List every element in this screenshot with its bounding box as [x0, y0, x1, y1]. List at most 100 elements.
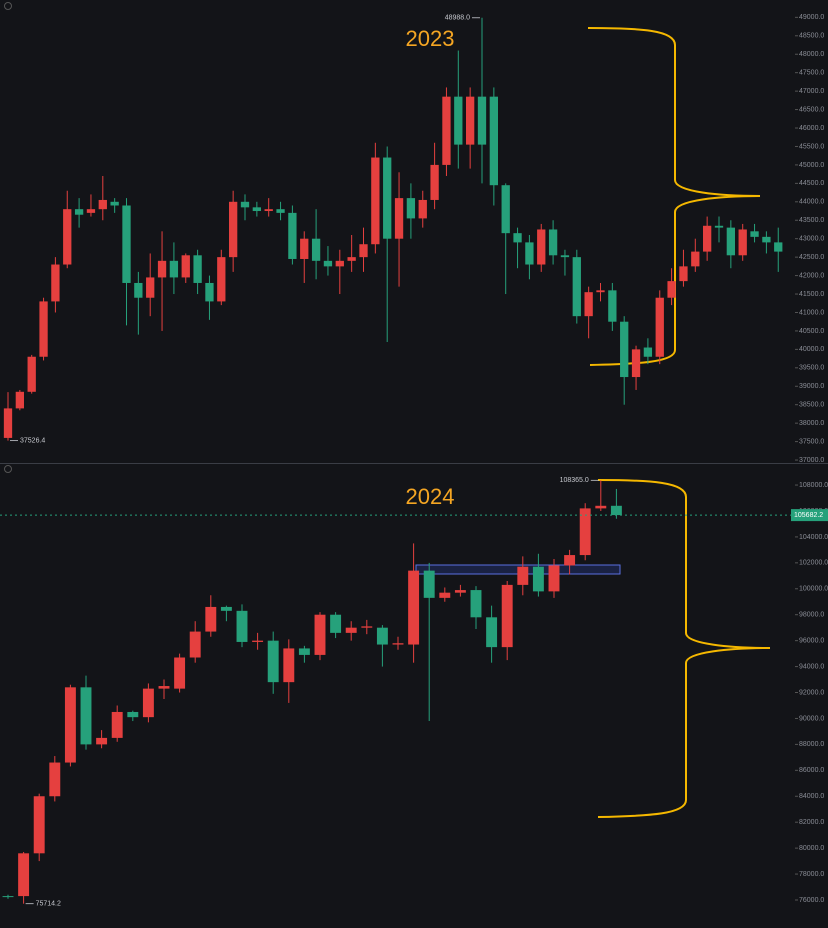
candle-body [181, 255, 190, 278]
candle-body [714, 225, 724, 228]
y-tick-label: 90000.0 [799, 715, 824, 722]
brace [597, 479, 771, 818]
candle-body [643, 347, 653, 357]
y-tick-label: 37500.0 [799, 438, 824, 445]
y-tick-label: 102000.0 [799, 560, 828, 567]
y-tick-label: 44500.0 [799, 180, 824, 187]
candle-body [142, 688, 154, 718]
brace [587, 27, 761, 366]
y-tick-label: 48000.0 [799, 51, 824, 58]
candle-body [750, 231, 759, 237]
candle-body [64, 687, 76, 763]
candle-body [477, 96, 487, 145]
candle-body [726, 227, 735, 256]
candle-body [610, 505, 622, 516]
last-price-label: 105682.2 [794, 512, 823, 519]
candle-body [595, 505, 607, 509]
candle-body [252, 640, 264, 642]
candle-body [33, 796, 45, 854]
high-label: 108365.0 [560, 477, 589, 484]
candle-body [220, 606, 232, 611]
candle-body [314, 614, 326, 655]
candle-body [376, 627, 388, 645]
candle-body [86, 209, 96, 213]
y-tick-label: 82000.0 [799, 819, 824, 826]
panel-icon [4, 2, 12, 10]
y-tick-label: 40500.0 [799, 328, 824, 335]
y-tick-label: 43000.0 [799, 236, 824, 243]
candle-body [15, 391, 24, 409]
y-tick-label: 41500.0 [799, 291, 824, 298]
candle-body [347, 257, 356, 261]
y-tick-label: 38500.0 [799, 402, 824, 409]
candle-body [122, 205, 131, 283]
candle-body [236, 610, 248, 642]
candle-body [579, 508, 591, 556]
candle-body [158, 686, 170, 689]
candle-body [2, 896, 14, 898]
candle-body [157, 260, 167, 278]
candle-body [80, 687, 92, 745]
candle-body [330, 614, 342, 633]
y-tick-label: 45500.0 [799, 143, 824, 150]
y-tick-label: 45000.0 [799, 162, 824, 169]
candle-body [408, 570, 420, 645]
candle-body [288, 212, 297, 259]
candle-body [774, 242, 783, 252]
candle-body [267, 640, 279, 683]
candle-body [361, 626, 373, 628]
candle-body [501, 185, 510, 234]
candle-body [608, 290, 617, 322]
candle-body [134, 282, 143, 298]
candle-body [430, 164, 439, 200]
y-tick-label: 46000.0 [799, 125, 824, 132]
candle-body [283, 648, 295, 683]
candle-body [169, 260, 179, 278]
candle-body [193, 255, 202, 283]
panel-icon [4, 465, 12, 473]
candle-body [525, 242, 534, 265]
candle-body [127, 711, 139, 718]
candle-body [486, 617, 498, 648]
candle-body [667, 281, 676, 298]
y-tick-label: 47000.0 [799, 88, 824, 95]
candle-body [470, 590, 482, 618]
candle-body [454, 96, 463, 145]
candle-body [631, 349, 641, 378]
y-tick-label: 98000.0 [799, 612, 824, 619]
candle-body [738, 229, 747, 256]
candle-body [423, 570, 435, 598]
candle-body [96, 737, 108, 745]
candle-body [442, 96, 451, 165]
y-tick-label: 84000.0 [799, 793, 824, 800]
candle-body [252, 207, 261, 212]
candle-body [63, 209, 72, 265]
y-tick-label: 42000.0 [799, 272, 824, 279]
candle-body [620, 321, 629, 378]
candle-body [418, 199, 427, 219]
y-tick-label: 88000.0 [799, 741, 824, 748]
y-tick-label: 42500.0 [799, 254, 824, 261]
candle-body [406, 198, 416, 219]
candle-body [300, 238, 309, 259]
candle-body [548, 565, 560, 592]
candle-body [517, 566, 529, 585]
candle-body [489, 96, 498, 186]
chart-title: 2024 [406, 484, 455, 509]
candle-body [18, 853, 30, 897]
candle-body [298, 648, 310, 655]
y-tick-label: 41000.0 [799, 309, 824, 316]
candle-body [371, 157, 380, 245]
candle-body [74, 209, 84, 215]
candle-body [560, 255, 570, 258]
candle-body [537, 229, 546, 265]
y-tick-label: 92000.0 [799, 689, 824, 696]
last-price-tag [791, 509, 828, 522]
y-tick-label: 78000.0 [799, 871, 824, 878]
candle-body [703, 225, 712, 252]
candle-body [276, 209, 285, 213]
candle-body [394, 198, 404, 239]
candle-body [584, 292, 593, 317]
